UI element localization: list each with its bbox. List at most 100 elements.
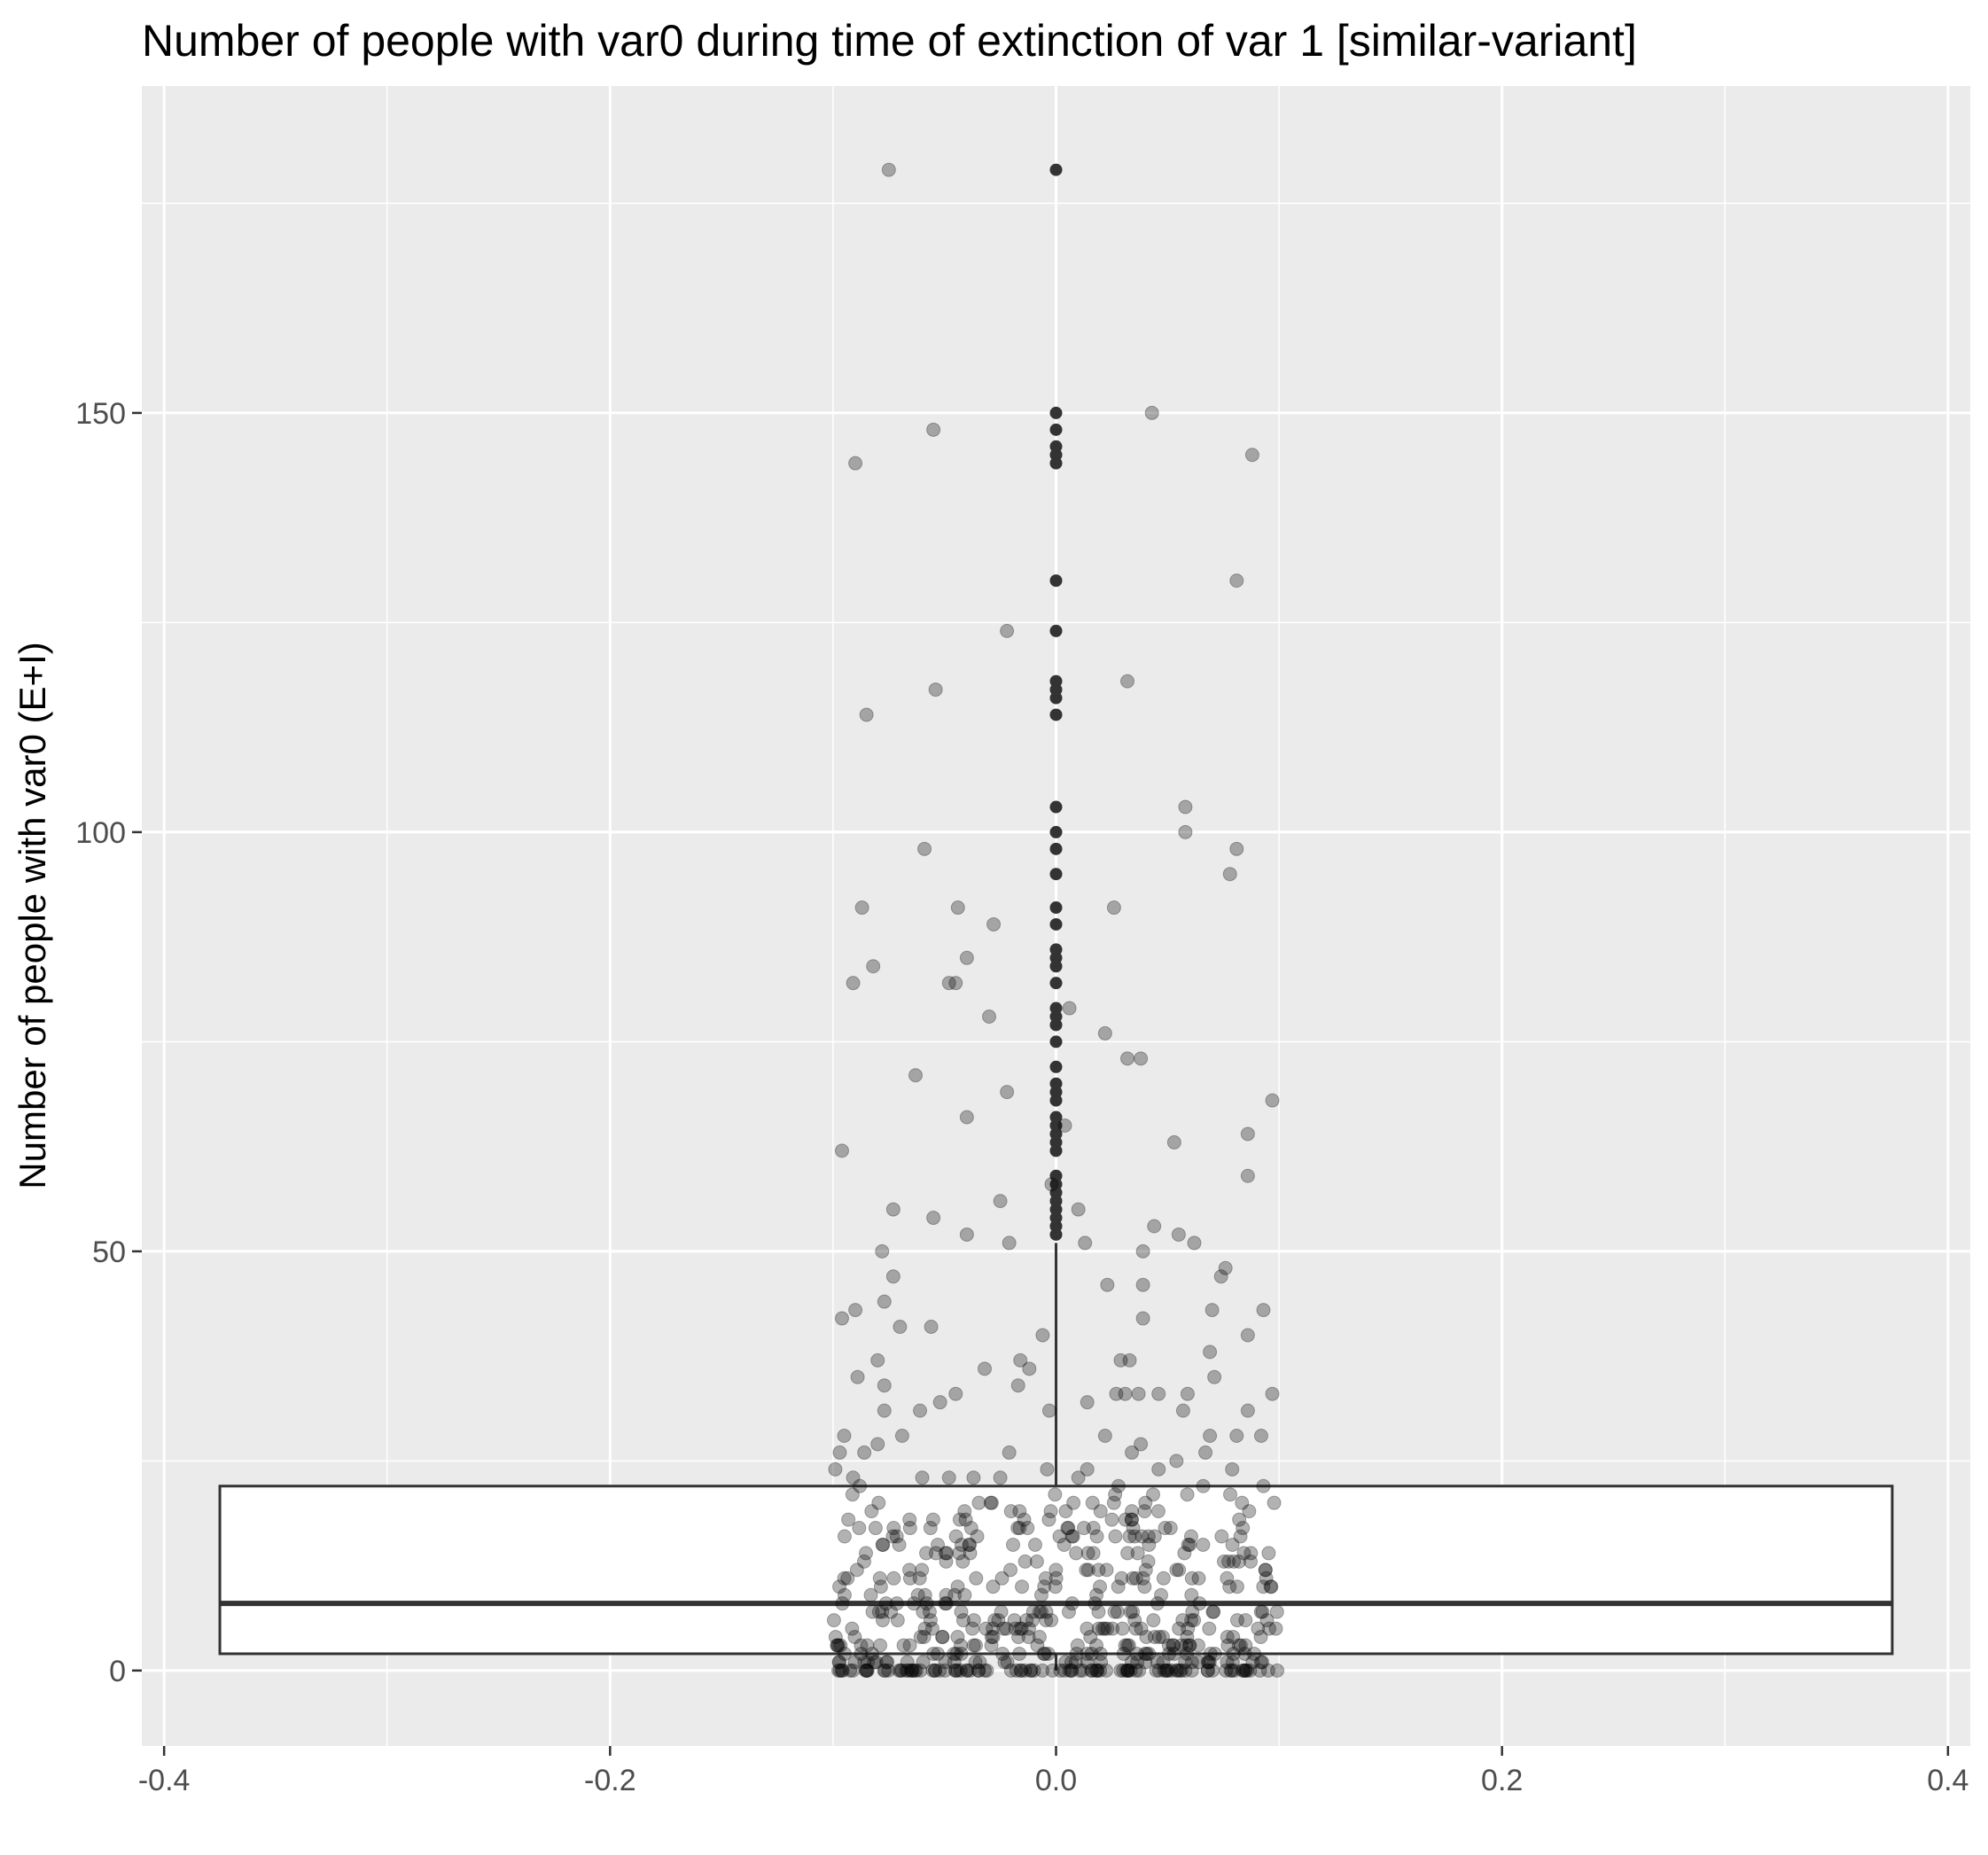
- jitter-point: [1090, 1663, 1105, 1678]
- jitter-point: [996, 1621, 1011, 1636]
- jitter-point: [1114, 1571, 1129, 1586]
- jitter-point: [847, 1630, 862, 1645]
- jitter-point: [894, 1428, 909, 1443]
- jitter-point: [1125, 1445, 1140, 1460]
- jitter-point: [972, 1655, 987, 1670]
- jitter-point: [919, 1596, 934, 1611]
- jitter-point: [1225, 1537, 1240, 1552]
- outlier-point: [1049, 674, 1063, 688]
- jitter-point: [1080, 1655, 1095, 1670]
- jitter-point: [1181, 1638, 1197, 1653]
- jitter-point: [1108, 1529, 1123, 1544]
- jitter-point: [843, 1663, 858, 1678]
- box-group: [218, 1243, 1894, 1671]
- jitter-point: [948, 1386, 963, 1401]
- jitter-point: [1052, 1529, 1067, 1544]
- jitter-point: [1178, 824, 1193, 839]
- jitter-point: [1137, 1646, 1152, 1661]
- jitter-point: [1221, 1554, 1236, 1569]
- jitter-point: [837, 1646, 852, 1661]
- outlier-point: [1049, 825, 1063, 838]
- jitter-point: [1151, 1461, 1166, 1477]
- jitter-point: [1261, 1546, 1276, 1561]
- jitter-point: [1106, 900, 1121, 916]
- jitter-point: [1236, 1546, 1251, 1561]
- jitter-point: [902, 1571, 917, 1586]
- jitter-point: [916, 1604, 931, 1619]
- jitter-point: [835, 1663, 850, 1678]
- jitter-point: [1118, 1638, 1133, 1653]
- jitter-point: [948, 1663, 963, 1678]
- jitter-point: [1071, 1470, 1086, 1485]
- jitter-point: [1080, 1546, 1095, 1561]
- jitter-point: [994, 1571, 1010, 1586]
- jitter-point: [1260, 1663, 1275, 1678]
- jitter-point: [1247, 1646, 1262, 1661]
- jitter-point: [1122, 1352, 1137, 1368]
- jitter-point: [1003, 1563, 1018, 1578]
- jitter-point: [1025, 1613, 1040, 1628]
- jitter-point: [1080, 1621, 1095, 1636]
- jitter-point: [986, 1621, 1001, 1636]
- jitter-point: [1259, 1613, 1275, 1628]
- jitter-point: [1238, 1613, 1253, 1628]
- jitter-point: [1085, 1495, 1100, 1510]
- jitter-point: [1086, 1521, 1101, 1536]
- jitter-point: [1008, 1621, 1023, 1636]
- jitter-point: [1053, 1663, 1068, 1678]
- jitter-point: [1060, 1521, 1075, 1536]
- outlier-point: [1049, 1002, 1063, 1015]
- jitter-point: [1240, 1403, 1255, 1418]
- jitter-point: [892, 1537, 907, 1552]
- jitter-point: [1021, 1621, 1036, 1636]
- jitter-point: [1151, 1630, 1166, 1645]
- jitter-point: [957, 1504, 972, 1519]
- jitter-point: [1030, 1638, 1045, 1653]
- jitter-point: [1124, 1655, 1139, 1670]
- jitter-point: [1238, 1638, 1253, 1653]
- jitter-point: [1091, 1621, 1106, 1636]
- jitter-point: [1123, 1604, 1138, 1619]
- jitter-point: [893, 1663, 908, 1678]
- jitter-point: [1220, 1571, 1235, 1586]
- jitter-point: [1003, 1504, 1018, 1519]
- jitter-point: [1010, 1521, 1025, 1536]
- jitter-point: [1224, 1663, 1239, 1678]
- jitter-point: [1198, 1445, 1213, 1460]
- jitter-point: [892, 1663, 907, 1678]
- jitter-point: [1109, 1386, 1124, 1401]
- jitter-point: [1171, 1227, 1186, 1242]
- jitter-point: [955, 1554, 971, 1569]
- jitter-point: [930, 1646, 945, 1661]
- jitter-point: [1035, 1328, 1050, 1343]
- jitter-point: [1240, 1328, 1255, 1343]
- x-tick-label: -0.2: [584, 1764, 636, 1797]
- jitter-point: [1149, 1663, 1164, 1678]
- jitter-point: [962, 1537, 977, 1552]
- jitter-point: [1220, 1630, 1235, 1645]
- jitter-point: [1044, 1613, 1059, 1628]
- jitter-point: [872, 1571, 887, 1586]
- jitter-point: [1180, 1386, 1195, 1401]
- jitter-point: [1094, 1655, 1109, 1670]
- jitter-point: [885, 1529, 900, 1544]
- jitter-point: [1064, 1596, 1080, 1611]
- jitter-point: [925, 1512, 940, 1527]
- jitter-point: [1183, 1529, 1198, 1544]
- jitter-point: [1203, 1428, 1218, 1443]
- jitter-point: [871, 1495, 886, 1510]
- jitter-point: [1236, 1521, 1251, 1536]
- jitter-point: [1035, 1663, 1050, 1678]
- jitter-point: [1092, 1663, 1107, 1678]
- jitter-point: [1134, 1437, 1149, 1452]
- jitter-point: [1091, 1563, 1106, 1578]
- jitter-point: [1135, 1571, 1150, 1586]
- jitter-point: [1202, 1621, 1217, 1636]
- jitter-point: [1147, 1630, 1162, 1645]
- jitter-point: [1012, 1521, 1027, 1536]
- jitter-point: [1243, 1663, 1258, 1678]
- jitter-point: [1227, 1554, 1242, 1569]
- jitter-point: [1116, 1646, 1131, 1661]
- jitter-point: [1019, 1613, 1034, 1628]
- jitter-point: [977, 1663, 992, 1678]
